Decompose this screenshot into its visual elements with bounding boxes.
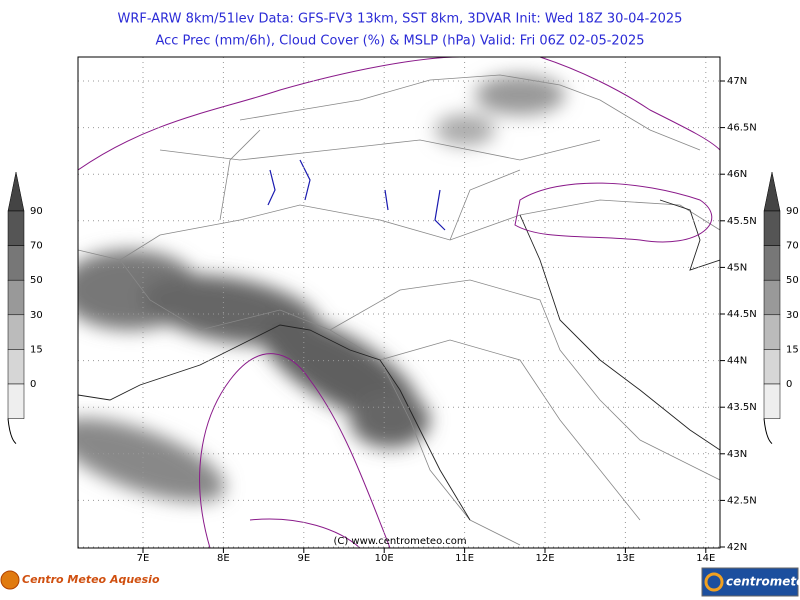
lat-label: 44N bbox=[727, 356, 747, 367]
lon-label: 10E bbox=[375, 553, 394, 564]
map-frame bbox=[77, 56, 721, 549]
lat-label: 46.5N bbox=[727, 123, 757, 134]
colorbar-label: 90 bbox=[786, 206, 799, 217]
lon-label: 7E bbox=[137, 553, 150, 564]
isobars bbox=[78, 57, 720, 548]
lat-label: 43N bbox=[727, 449, 747, 460]
logo-right-text: centrometeo bbox=[726, 575, 800, 589]
colorbar-tail bbox=[763, 418, 773, 444]
lon-label: 11E bbox=[455, 553, 474, 564]
lat-label: 47N bbox=[727, 76, 747, 87]
lakes bbox=[267, 159, 446, 231]
colorbar-segment bbox=[7, 279, 25, 316]
colorbar-label: 30 bbox=[30, 310, 43, 321]
lat-label: 45.5N bbox=[727, 216, 757, 227]
lat-label: 43.5N bbox=[727, 402, 757, 413]
grid bbox=[78, 57, 720, 548]
header-line1: WRF-ARW 8km/51lev Data: GFS-FV3 13km, SS… bbox=[118, 12, 683, 27]
logo-left-text: Centro Meteo Aquesio bbox=[22, 573, 160, 586]
lon-label: 9E bbox=[297, 553, 310, 564]
colorbar-segment bbox=[763, 245, 781, 281]
lat-label: 45N bbox=[727, 262, 747, 273]
colorbar-right: 90 70 50 30 15 0 bbox=[763, 171, 799, 444]
colorbar-segment bbox=[763, 349, 781, 385]
colorbar-tip bbox=[7, 171, 25, 212]
colorbar-segment bbox=[763, 279, 781, 316]
coastline bbox=[78, 199, 720, 521]
colorbar-segment bbox=[7, 314, 25, 350]
lat-label: 44.5N bbox=[727, 309, 757, 320]
lon-label: 12E bbox=[535, 553, 554, 564]
colorbar-label: 50 bbox=[30, 275, 43, 286]
colorbar-label: 15 bbox=[30, 344, 43, 355]
colorbar-label: 70 bbox=[30, 241, 43, 252]
colorbar-label: 0 bbox=[786, 379, 792, 390]
lon-label: 13E bbox=[616, 553, 635, 564]
lon-label: 14E bbox=[696, 553, 715, 564]
borders bbox=[78, 74, 720, 546]
colorbar-label: 0 bbox=[30, 379, 36, 390]
colorbar-segment bbox=[763, 383, 781, 419]
logo-left: Centro Meteo Aquesio bbox=[0, 570, 160, 590]
lat-label: 46N bbox=[727, 169, 747, 180]
colorbar-label: 30 bbox=[786, 310, 799, 321]
colorbar-segment bbox=[7, 210, 25, 246]
cloud-cover bbox=[78, 75, 565, 502]
lat-label: 42N bbox=[727, 542, 747, 553]
colorbar-label: 90 bbox=[30, 206, 43, 217]
colorbar-label: 70 bbox=[786, 241, 799, 252]
colorbar-segment bbox=[763, 210, 781, 246]
colorbar-segment bbox=[7, 349, 25, 385]
colorbar-segment bbox=[7, 245, 25, 281]
colorbar-label: 15 bbox=[786, 344, 799, 355]
colorbar-segment bbox=[763, 314, 781, 350]
header-line2: Acc Prec (mm/6h), Cloud Cover (%) & MSLP… bbox=[155, 34, 644, 49]
colorbar-label: 50 bbox=[786, 275, 799, 286]
lat-label: 42.5N bbox=[727, 495, 757, 506]
colorbar-left: 90 70 50 30 15 0 bbox=[7, 171, 43, 444]
lon-label: 8E bbox=[217, 553, 230, 564]
map-layer bbox=[78, 57, 720, 548]
colorbar-segment bbox=[7, 383, 25, 419]
copyright: (C) www.centrometeo.com bbox=[333, 536, 466, 547]
logo-right: centrometeo bbox=[701, 567, 800, 597]
colorbar-tip bbox=[763, 171, 781, 212]
colorbar-tail bbox=[7, 418, 17, 444]
